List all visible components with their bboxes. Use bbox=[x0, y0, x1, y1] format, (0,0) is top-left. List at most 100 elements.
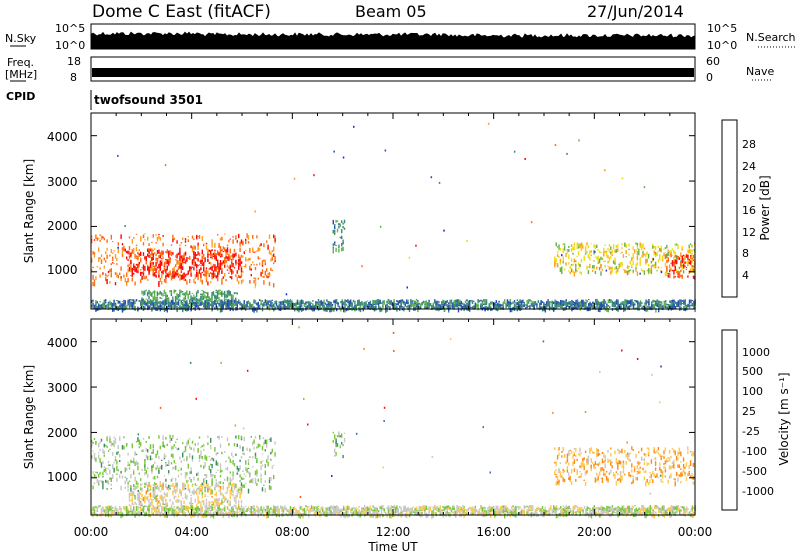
velocity-echo-cell bbox=[93, 452, 96, 456]
power-echo-cell bbox=[637, 300, 639, 305]
power-echo-cell bbox=[182, 258, 184, 263]
power-echo-cell bbox=[622, 269, 625, 271]
power-echo-cell bbox=[427, 302, 429, 304]
power-echo-cell bbox=[236, 302, 238, 307]
power-echo-cell bbox=[607, 247, 609, 251]
power-echo-cell bbox=[107, 274, 110, 277]
power-echo-cell bbox=[91, 304, 93, 306]
velocity-echo-cell bbox=[212, 459, 215, 462]
power-echo-cell bbox=[688, 299, 691, 304]
power-echo-cell bbox=[675, 255, 678, 260]
power-echo-cell bbox=[198, 301, 201, 304]
velocity-echo-cell bbox=[165, 504, 167, 507]
power-echo-cell bbox=[263, 243, 265, 248]
power-echo-cell bbox=[473, 306, 475, 310]
velocity-echo-cell bbox=[147, 513, 149, 515]
power-echo-cell bbox=[151, 292, 153, 297]
power-echo-cell bbox=[336, 220, 339, 222]
power-echo-cell bbox=[682, 257, 685, 263]
power-echo-cell bbox=[566, 250, 569, 254]
power-echo-cell bbox=[205, 242, 208, 245]
power-echo-cell bbox=[182, 265, 184, 267]
power-echo-cell bbox=[113, 301, 115, 307]
velocity-echo-cell bbox=[610, 469, 612, 474]
velocity-echo-cell bbox=[214, 499, 216, 503]
power-echo-cell bbox=[345, 307, 348, 312]
velocity-echo-cell bbox=[134, 501, 136, 505]
power-echo-cell bbox=[342, 225, 344, 229]
velocity-echo-cell bbox=[601, 451, 604, 454]
velocity-echo-cell bbox=[621, 448, 623, 454]
power-echo-cell bbox=[690, 304, 692, 307]
nsky-trace bbox=[90, 31, 696, 50]
power-echo-cell bbox=[228, 289, 230, 295]
velocity-echo-cell bbox=[224, 451, 226, 453]
velocity-echo-cell bbox=[113, 439, 115, 444]
power-echo-cell bbox=[102, 303, 104, 307]
velocity-echo-cell bbox=[691, 473, 693, 478]
nsearch-tick-bottom: 10^0 bbox=[707, 39, 737, 52]
power-echo-cell bbox=[484, 303, 486, 306]
power-echo-cell bbox=[587, 253, 590, 259]
power-echo-cell bbox=[176, 253, 178, 259]
power-echo-cell bbox=[639, 259, 641, 264]
velocity-echo-cell bbox=[239, 480, 241, 482]
velocity-echo-cell bbox=[228, 485, 230, 488]
power-echo-cell bbox=[344, 303, 346, 309]
velocity-echo-cell bbox=[176, 448, 178, 451]
velocity-echo-cell bbox=[646, 447, 648, 449]
power-echo-cell bbox=[285, 300, 287, 304]
velocity-echo-cell bbox=[646, 479, 648, 481]
power-echo-cell bbox=[506, 299, 509, 303]
power-echo-cell bbox=[215, 267, 217, 271]
power-echo-cell bbox=[415, 299, 418, 301]
power-echo-cell bbox=[477, 306, 479, 311]
power-echo-cell bbox=[226, 250, 229, 255]
velocity-echo-cell bbox=[235, 484, 237, 489]
power-echo-cell bbox=[319, 300, 321, 303]
velocity-echo-cell bbox=[172, 501, 174, 505]
power-echo-cell bbox=[142, 270, 145, 273]
velocity-echo-cell bbox=[149, 489, 152, 491]
power-echo-cell bbox=[519, 304, 521, 309]
power-echo-cell bbox=[144, 259, 146, 261]
velocity-echo-cell bbox=[562, 468, 564, 471]
velocity-echo-cell bbox=[114, 438, 117, 441]
power-echo-cell bbox=[612, 244, 615, 250]
velocity-echo-cell bbox=[142, 497, 145, 502]
velocity-echo-cell bbox=[210, 492, 212, 495]
power-echo-cell bbox=[261, 264, 264, 267]
velocity-echo-cell bbox=[339, 435, 341, 438]
velocity-echo-cell bbox=[559, 472, 562, 478]
velocity-echo-cell bbox=[173, 444, 175, 447]
power-echo-cell bbox=[673, 275, 675, 279]
power-echo-cell bbox=[407, 299, 409, 301]
power-echo-cell bbox=[182, 305, 184, 309]
power-echo-cell bbox=[655, 300, 657, 303]
velocity-echo-cell bbox=[151, 509, 153, 514]
velocity-echo-cell bbox=[91, 444, 93, 448]
velocity-echo-cell bbox=[596, 478, 598, 482]
velocity-echo-cell bbox=[633, 466, 636, 468]
power-echo-cell bbox=[347, 300, 349, 304]
power-echo-cell bbox=[226, 249, 229, 253]
power-echo-cell bbox=[161, 258, 163, 260]
power-echo-cell bbox=[495, 303, 497, 306]
power-echo-cell bbox=[165, 278, 167, 284]
power-echo-cell bbox=[320, 301, 322, 304]
velocity-echo-cell bbox=[145, 496, 147, 500]
power-echo-cell bbox=[680, 274, 682, 278]
power-echo-cell bbox=[156, 237, 159, 242]
velocity-echo-cell bbox=[218, 481, 220, 484]
velocity-echo-cell bbox=[96, 507, 98, 509]
velocity-echo-cell bbox=[261, 464, 264, 467]
power-echo-cell bbox=[152, 234, 154, 238]
power-echo-cell bbox=[224, 257, 226, 262]
power-echo-cell bbox=[184, 292, 187, 296]
power-echo-cell bbox=[296, 299, 299, 302]
power-echo-cell bbox=[99, 301, 101, 303]
power-echo-cell bbox=[452, 303, 454, 307]
power-echo-cell bbox=[660, 270, 662, 272]
power-echo-cell bbox=[210, 281, 212, 283]
power-echo-cell bbox=[685, 268, 688, 271]
